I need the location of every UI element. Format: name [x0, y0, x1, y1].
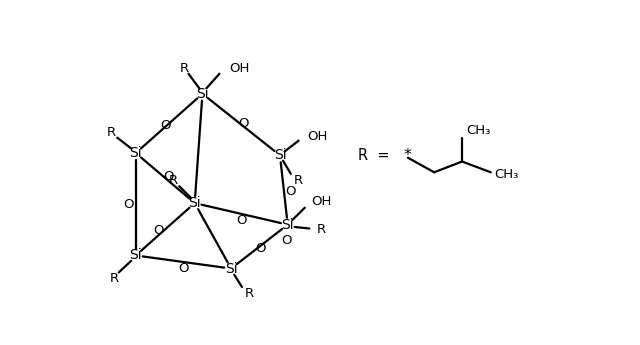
Text: O: O [256, 243, 266, 255]
Text: Si: Si [225, 262, 237, 276]
Text: O: O [281, 234, 291, 247]
Text: R: R [317, 223, 326, 236]
Text: R: R [294, 174, 303, 187]
Text: O: O [124, 198, 134, 211]
Text: *: * [403, 148, 411, 163]
Text: R: R [106, 126, 116, 139]
Text: O: O [238, 117, 249, 129]
Text: Si: Si [274, 148, 286, 162]
Text: O: O [153, 224, 164, 237]
Text: Si: Si [282, 218, 294, 231]
Text: Si: Si [188, 196, 201, 210]
Text: O: O [160, 119, 171, 132]
Text: O: O [178, 263, 189, 275]
Text: Si: Si [129, 248, 142, 263]
Text: R: R [109, 272, 118, 285]
Text: O: O [163, 170, 173, 183]
Text: Si: Si [129, 146, 142, 160]
Text: R: R [180, 62, 189, 75]
Text: CH₃: CH₃ [495, 168, 519, 181]
Text: OH: OH [307, 130, 328, 142]
Text: Si: Si [196, 87, 209, 101]
Text: CH₃: CH₃ [466, 124, 490, 137]
Text: OH: OH [311, 195, 332, 208]
Text: R: R [168, 174, 177, 187]
Text: R: R [245, 287, 254, 300]
Text: OH: OH [229, 62, 249, 75]
Text: O: O [285, 185, 296, 198]
Text: O: O [237, 214, 247, 227]
Text: R  =: R = [358, 148, 390, 163]
